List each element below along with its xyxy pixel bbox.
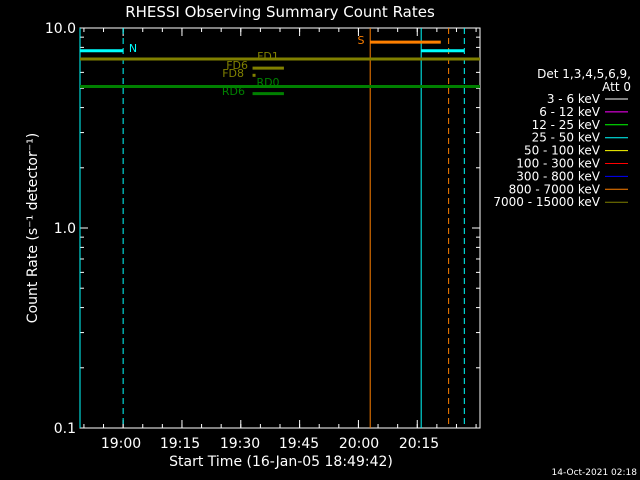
vertical-markers (79, 28, 465, 428)
legend-label-5: 100 - 300 keV (516, 157, 600, 171)
legend-label-0: 3 - 6 keV (547, 92, 601, 106)
state-label-FD1: FD1 (257, 50, 279, 63)
y-tick-label-1: 1.0 (54, 221, 76, 237)
state-dot-FD6 (252, 73, 256, 77)
legend-header-line2: Att 0 (602, 80, 631, 94)
y-axis-label: Count Rate (s⁻¹ detector⁻¹) (25, 133, 41, 323)
x-axis-label: Start Time (16-Jan-05 18:49:42) (169, 454, 393, 470)
y-tick-label-10: 10.0 (45, 21, 76, 37)
x-tick-label-2015: 20:15 (399, 436, 439, 452)
state-label-FD8: FD8 (222, 67, 244, 80)
legend-label-4: 50 - 100 keV (524, 144, 601, 158)
state-label-N: N (129, 42, 137, 55)
y-tick-labels: 10.0 1.0 0.1 (45, 21, 76, 437)
legend-label-7: 800 - 7000 keV (509, 182, 601, 196)
x-tick-label-1945: 19:45 (279, 436, 319, 452)
minor-ticks (80, 28, 480, 429)
x-tick-label-2000: 20:00 (339, 436, 379, 452)
x-tick-label-1900: 19:00 (101, 436, 141, 452)
legend-label-2: 12 - 25 keV (532, 118, 601, 132)
legend-label-1: 6 - 12 keV (539, 105, 601, 119)
legend-label-6: 300 - 800 keV (516, 169, 600, 183)
plot-frame (79, 27, 481, 429)
state-label-FD6: FD6 (226, 59, 248, 72)
legend-header-line1: Det 1,3,4,5,6,9, (537, 67, 631, 81)
data-series (80, 57, 480, 88)
state-label-RD0: RD0 (256, 76, 279, 89)
legend-label-8: 7000 - 15000 keV (493, 195, 600, 209)
state-label-RD6: RD6 (222, 85, 245, 98)
x-tick-label-1915: 19:15 (160, 436, 200, 452)
legend-label-3: 25 - 50 keV (532, 131, 601, 145)
y-tick-label-0.1: 0.1 (54, 421, 76, 437)
state-label-S: S (358, 34, 365, 47)
x-tick-labels: 19:00 19:15 19:30 19:45 20:00 20:15 (101, 436, 439, 452)
x-tick-label-1930: 19:30 (220, 436, 260, 452)
footer-timestamp: 14-Oct-2021 02:18 (552, 468, 638, 478)
chart-title: RHESSI Observing Summary Count Rates (125, 3, 435, 21)
